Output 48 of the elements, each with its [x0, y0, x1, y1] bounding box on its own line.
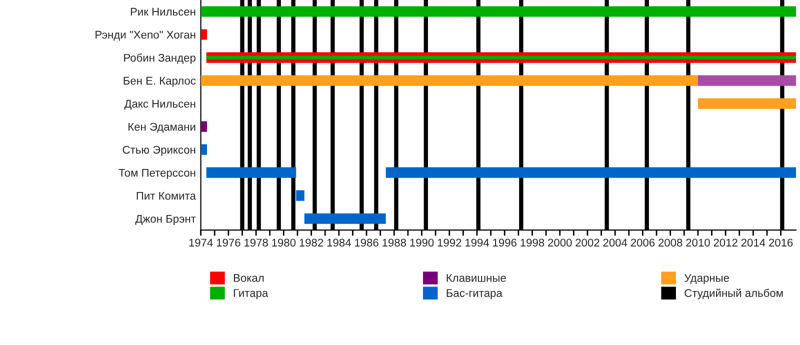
bar	[200, 75, 698, 86]
legend-label: Гитара	[234, 289, 268, 300]
bar	[296, 190, 304, 201]
y-tick-label: Рик Нильсен	[130, 8, 196, 16]
x-tick-label: 1982	[300, 238, 324, 247]
x-tick-label: 1994	[465, 238, 490, 247]
legend-label: Бас-гитара	[446, 289, 502, 300]
x-tick-label: 2008	[658, 238, 682, 247]
x-tick-label: 1996	[493, 238, 516, 247]
x-tick-label: 1992	[438, 238, 462, 247]
x-tick-label: 1990	[410, 238, 434, 247]
legend-label: Ударные	[684, 274, 729, 284]
legend-label: Вокал	[234, 274, 264, 282]
x-tick-label: 2004	[603, 238, 628, 247]
x-tick-label: 1998	[520, 238, 544, 247]
x-tick-label: 1978	[244, 238, 268, 247]
x-tick-label: 2002	[576, 238, 600, 247]
x-tick-label: 1986	[355, 238, 378, 247]
bar	[200, 121, 208, 132]
x-tick-label: 1980	[272, 238, 296, 247]
x-tick-label: 1988	[382, 238, 406, 247]
bar	[206, 167, 296, 178]
legend-label: Студийный альбом	[684, 288, 783, 300]
y-tick-label: Стью Эриксон	[122, 146, 196, 156]
x-tick-label: 2016	[769, 238, 793, 247]
x-tick-label: 1976	[216, 238, 240, 247]
bar	[698, 98, 796, 109]
x-tick-label: 1984	[327, 238, 351, 247]
bar	[698, 75, 796, 86]
y-tick-label: Дакс Нильсен	[124, 100, 196, 110]
y-tick-label: Джон Брэнт	[135, 214, 196, 225]
y-tick-label: Кен Эдамани	[128, 122, 196, 133]
bar	[200, 144, 208, 155]
x-tick-label: 2010	[686, 238, 710, 247]
x-tick-label: 2006	[630, 238, 655, 247]
bar	[386, 167, 796, 178]
x-tick-label: 2000	[548, 238, 572, 247]
x-tick-label: 2014	[741, 238, 766, 247]
y-tick-label: Бен Е. Карлос	[124, 76, 196, 87]
bar	[304, 213, 386, 224]
y-tick-label: Том Петерссон	[118, 168, 196, 179]
y-tick-label: Робин Зандер	[124, 53, 196, 64]
legend-label: Клавишные	[446, 274, 506, 282]
x-tick-label: 1974	[189, 238, 213, 247]
y-tick-label: Рэнди "Xeno" Хоган	[96, 30, 196, 41]
y-tick-label: Пит Комита	[136, 192, 196, 200]
bar	[200, 29, 208, 40]
x-tick-label: 2012	[714, 238, 738, 247]
